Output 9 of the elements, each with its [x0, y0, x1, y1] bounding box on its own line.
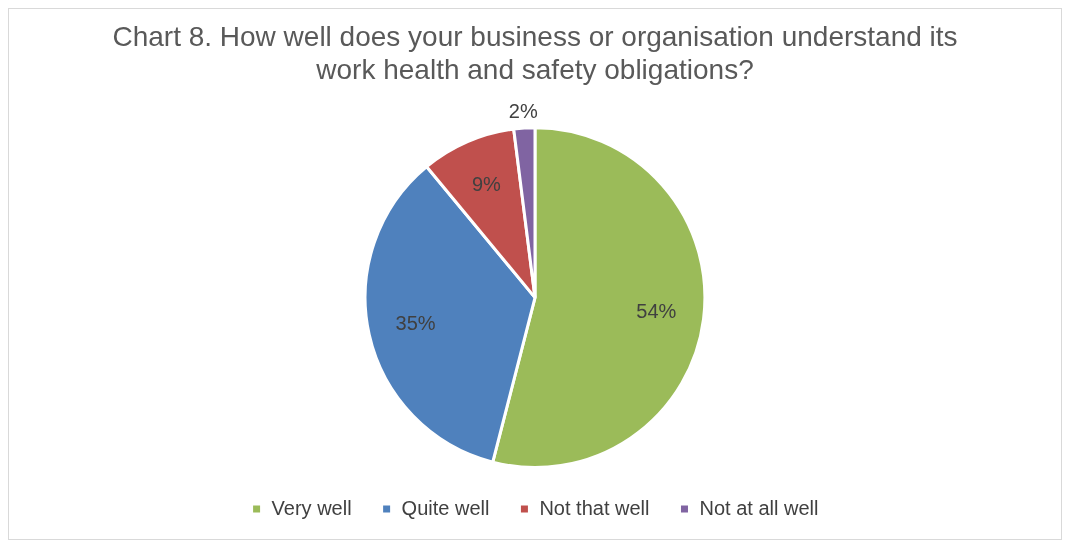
- data-label: 35%: [395, 311, 436, 334]
- legend-label: Not that well: [539, 496, 650, 519]
- data-label: 9%: [471, 172, 502, 195]
- chart-title: Chart 8. How well does your business or organisation understand its work health and safety obligations?: [112, 20, 958, 86]
- data-label: 54%: [636, 300, 677, 323]
- legend-label: Not at all well: [699, 496, 819, 519]
- legend-label: Very well: [271, 496, 352, 519]
- legend-label: Quite well: [401, 496, 490, 519]
- data-label: 2%: [508, 99, 538, 122]
